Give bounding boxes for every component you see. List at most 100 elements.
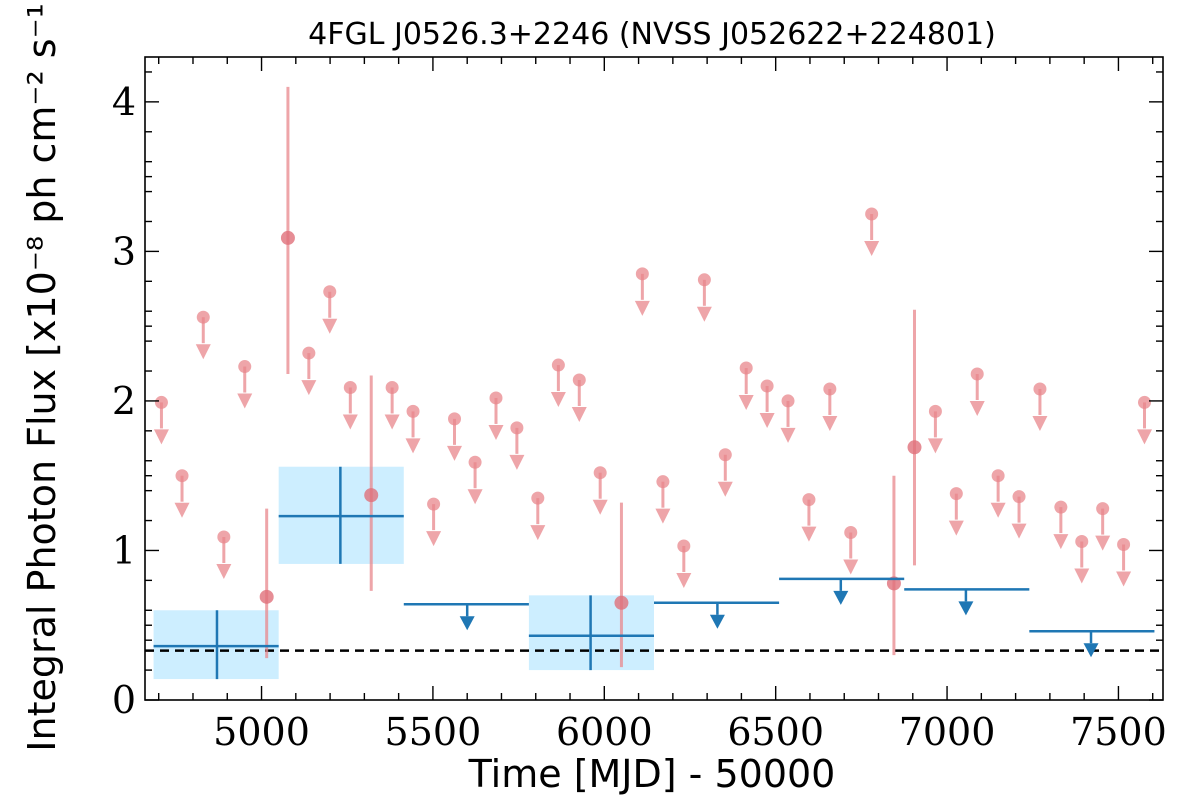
detection-point xyxy=(907,440,922,455)
upper-limit-arrow xyxy=(216,564,232,580)
upper-limit-arrow xyxy=(717,481,733,497)
upper-limit-point xyxy=(928,404,942,418)
upper-limit-arrow xyxy=(948,520,964,536)
upper-limit-point xyxy=(551,358,565,372)
upper-limit-point xyxy=(677,539,691,553)
upper-limit-point xyxy=(196,310,210,324)
upper-limit-arrow xyxy=(759,412,775,428)
plot-frame xyxy=(144,56,1164,701)
upper-limit-point xyxy=(739,361,753,375)
upper-limit-arrow xyxy=(571,406,587,422)
x-tick-label: 5000 xyxy=(213,710,310,754)
upper-limit-point xyxy=(718,448,732,462)
upper-limit-point xyxy=(1033,382,1047,396)
plot-area: 5000 5500 6000 6500 7000 7500 0 1 2 3 4 xyxy=(112,56,1167,754)
upper-limit-arrow xyxy=(1136,429,1152,445)
detection-point xyxy=(614,595,629,610)
upper-limit-arrow xyxy=(447,445,463,461)
upper-limit-arrow xyxy=(969,401,985,417)
upper-limit-point xyxy=(593,466,607,480)
y-axis-label: Integral Photon Flux [x10⁻⁸ ph cm⁻² s⁻¹] xyxy=(20,0,64,752)
upper-limit-arrow xyxy=(1011,523,1027,539)
upper-limit-arrow xyxy=(467,489,483,505)
upper-limit-point xyxy=(302,346,316,360)
upper-limit-arrow xyxy=(1032,415,1048,431)
upper-limit-point xyxy=(406,404,420,418)
upper-limit-point xyxy=(1137,395,1151,409)
upper-limit-point xyxy=(635,267,649,281)
long-bin-upper-limit-arrow xyxy=(1083,643,1099,658)
upper-limit-arrow xyxy=(655,508,671,524)
upper-limit-arrow xyxy=(738,395,754,411)
upper-limit-point xyxy=(656,475,670,489)
upper-limit-point xyxy=(572,373,586,387)
upper-limit-point xyxy=(468,455,482,469)
upper-limit-arrow xyxy=(509,454,525,470)
upper-limit-arrow xyxy=(864,241,880,257)
upper-limit-arrow xyxy=(426,531,442,547)
upper-limit-point xyxy=(1117,537,1131,551)
long-bin-upper-limit-arrow xyxy=(833,590,849,605)
upper-limit-arrow xyxy=(990,502,1006,518)
x-tick-label: 5500 xyxy=(385,710,482,754)
upper-limit-point xyxy=(323,285,337,299)
detection-point xyxy=(259,589,274,604)
upper-limit-arrow xyxy=(676,572,692,588)
upper-limit-arrow xyxy=(1053,534,1069,550)
upper-limit-point xyxy=(1075,534,1089,548)
y-tick-label: 0 xyxy=(112,678,136,722)
x-tick-label: 7500 xyxy=(1070,710,1167,754)
upper-limit-point xyxy=(489,391,503,405)
upper-limit-arrow xyxy=(592,499,608,515)
upper-limit-point xyxy=(781,394,795,408)
y-tick-label: 1 xyxy=(112,528,136,572)
long-bin-upper-limit-arrow xyxy=(459,616,475,631)
upper-limit-arrow xyxy=(405,438,421,454)
x-tick-label: 7000 xyxy=(899,710,996,754)
upper-limit-arrow xyxy=(801,526,817,542)
upper-limit-arrow xyxy=(342,414,358,430)
upper-limit-arrow xyxy=(1095,535,1111,551)
y-tick-label: 3 xyxy=(112,229,136,273)
upper-limit-point xyxy=(1096,502,1110,516)
upper-limit-arrow xyxy=(237,393,253,409)
x-axis-label: Time [MJD] - 50000 xyxy=(468,752,836,796)
upper-limit-point xyxy=(697,273,711,287)
upper-limit-point xyxy=(760,379,774,393)
upper-limit-arrow xyxy=(488,424,504,440)
long-bin-upper-limit-arrow xyxy=(709,614,725,629)
chart-title: 4FGL J0526.3+2246 (NVSS J052622+224801) xyxy=(308,17,996,52)
upper-limit-point xyxy=(217,530,231,544)
upper-limit-arrow xyxy=(843,559,859,575)
upper-limit-point xyxy=(949,487,963,501)
upper-limit-arrow xyxy=(927,438,943,454)
upper-limit-arrow xyxy=(153,429,169,445)
upper-limit-point xyxy=(238,360,252,374)
upper-limit-point xyxy=(991,469,1005,483)
x-tick-label: 6500 xyxy=(727,710,824,754)
x-tick-label: 6000 xyxy=(556,710,653,754)
upper-limit-arrow xyxy=(530,525,546,541)
upper-limit-point xyxy=(448,412,462,426)
upper-limit-point xyxy=(531,491,545,505)
upper-limit-point xyxy=(844,526,858,540)
upper-limit-arrow xyxy=(195,344,211,360)
detection-point xyxy=(364,488,379,503)
upper-limit-arrow xyxy=(696,306,712,322)
upper-limit-point xyxy=(427,497,441,511)
y-tick-label: 2 xyxy=(112,379,136,423)
upper-limit-point xyxy=(1012,490,1026,504)
y-tick-label: 4 xyxy=(112,80,136,124)
upper-limit-arrow xyxy=(1074,568,1090,584)
upper-limit-point xyxy=(154,395,168,409)
detection-point xyxy=(280,230,295,245)
upper-limit-arrow xyxy=(384,414,400,430)
long-bin-upper-limit-arrow xyxy=(958,601,974,616)
upper-limit-point xyxy=(385,380,399,394)
upper-limit-arrow xyxy=(174,502,190,518)
upper-limit-point xyxy=(343,380,357,394)
upper-limit-arrow xyxy=(780,427,796,443)
upper-limit-point xyxy=(823,382,837,396)
upper-limit-point xyxy=(1054,500,1068,514)
